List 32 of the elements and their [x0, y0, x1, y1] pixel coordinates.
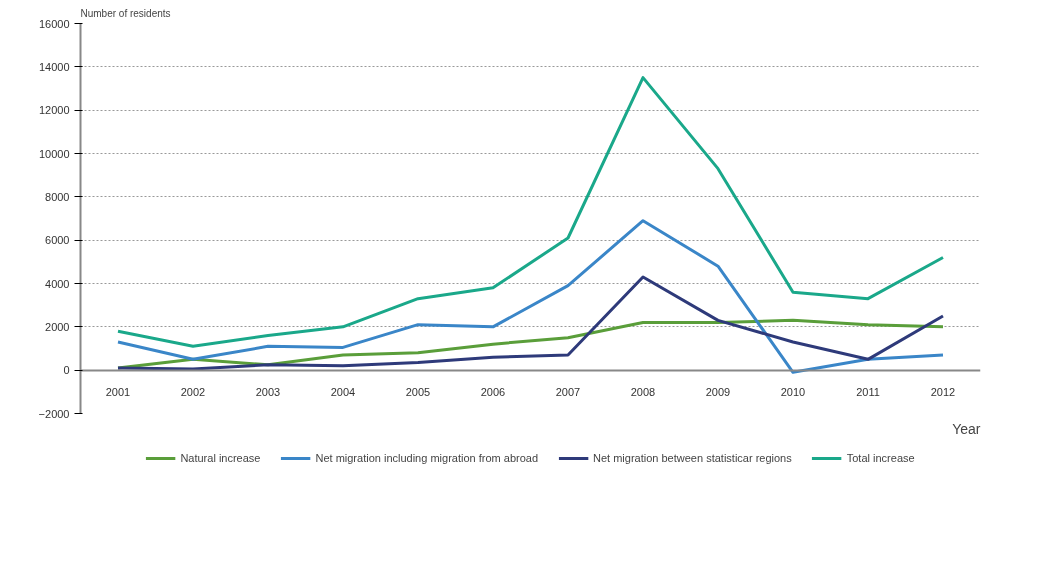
x-tick-label: 2007	[555, 386, 581, 399]
line-series	[116, 318, 945, 370]
line-series	[116, 275, 945, 371]
line-series	[116, 76, 945, 348]
legend-label: Net migration between statisticar regions	[593, 452, 792, 464]
legend-label: Total increase	[846, 452, 915, 464]
x-tick-label: 2006	[480, 386, 506, 399]
x-tick-label: 2011	[856, 386, 880, 399]
x-tick-label: 2004	[330, 386, 356, 399]
x-tick-label: 2003	[255, 386, 281, 399]
x-tick-label: 2010	[780, 386, 806, 399]
y-tick-label: 2000	[45, 320, 70, 333]
x-tick-label: 2002	[180, 386, 206, 399]
x-axis-title: Year	[952, 420, 981, 437]
y-tick-label: 8000	[45, 190, 70, 203]
y-tick-label: 10000	[38, 147, 70, 160]
y-axis-title: Number of residents	[80, 7, 171, 19]
x-tick-label: 2009	[705, 386, 731, 399]
x-tick-label: 2008	[630, 386, 656, 399]
line-series	[116, 219, 945, 374]
x-tick-label: 2012	[930, 386, 956, 399]
legend-label: Natural increase	[180, 452, 261, 464]
x-tick-label: 2005	[405, 386, 431, 399]
y-tick-label: 6000	[45, 234, 70, 247]
x-tick-label: 2001	[105, 386, 131, 399]
legend-label: Net migration including migration from abroad	[315, 452, 539, 464]
y-tick-label: 0	[63, 364, 70, 377]
y-tick-label: 12000	[38, 104, 70, 117]
y-tick-label: 16000	[38, 17, 70, 30]
y-tick-label: 14000	[38, 60, 70, 73]
y-tick-label: −2000	[38, 407, 70, 420]
y-tick-label: 4000	[45, 277, 70, 290]
